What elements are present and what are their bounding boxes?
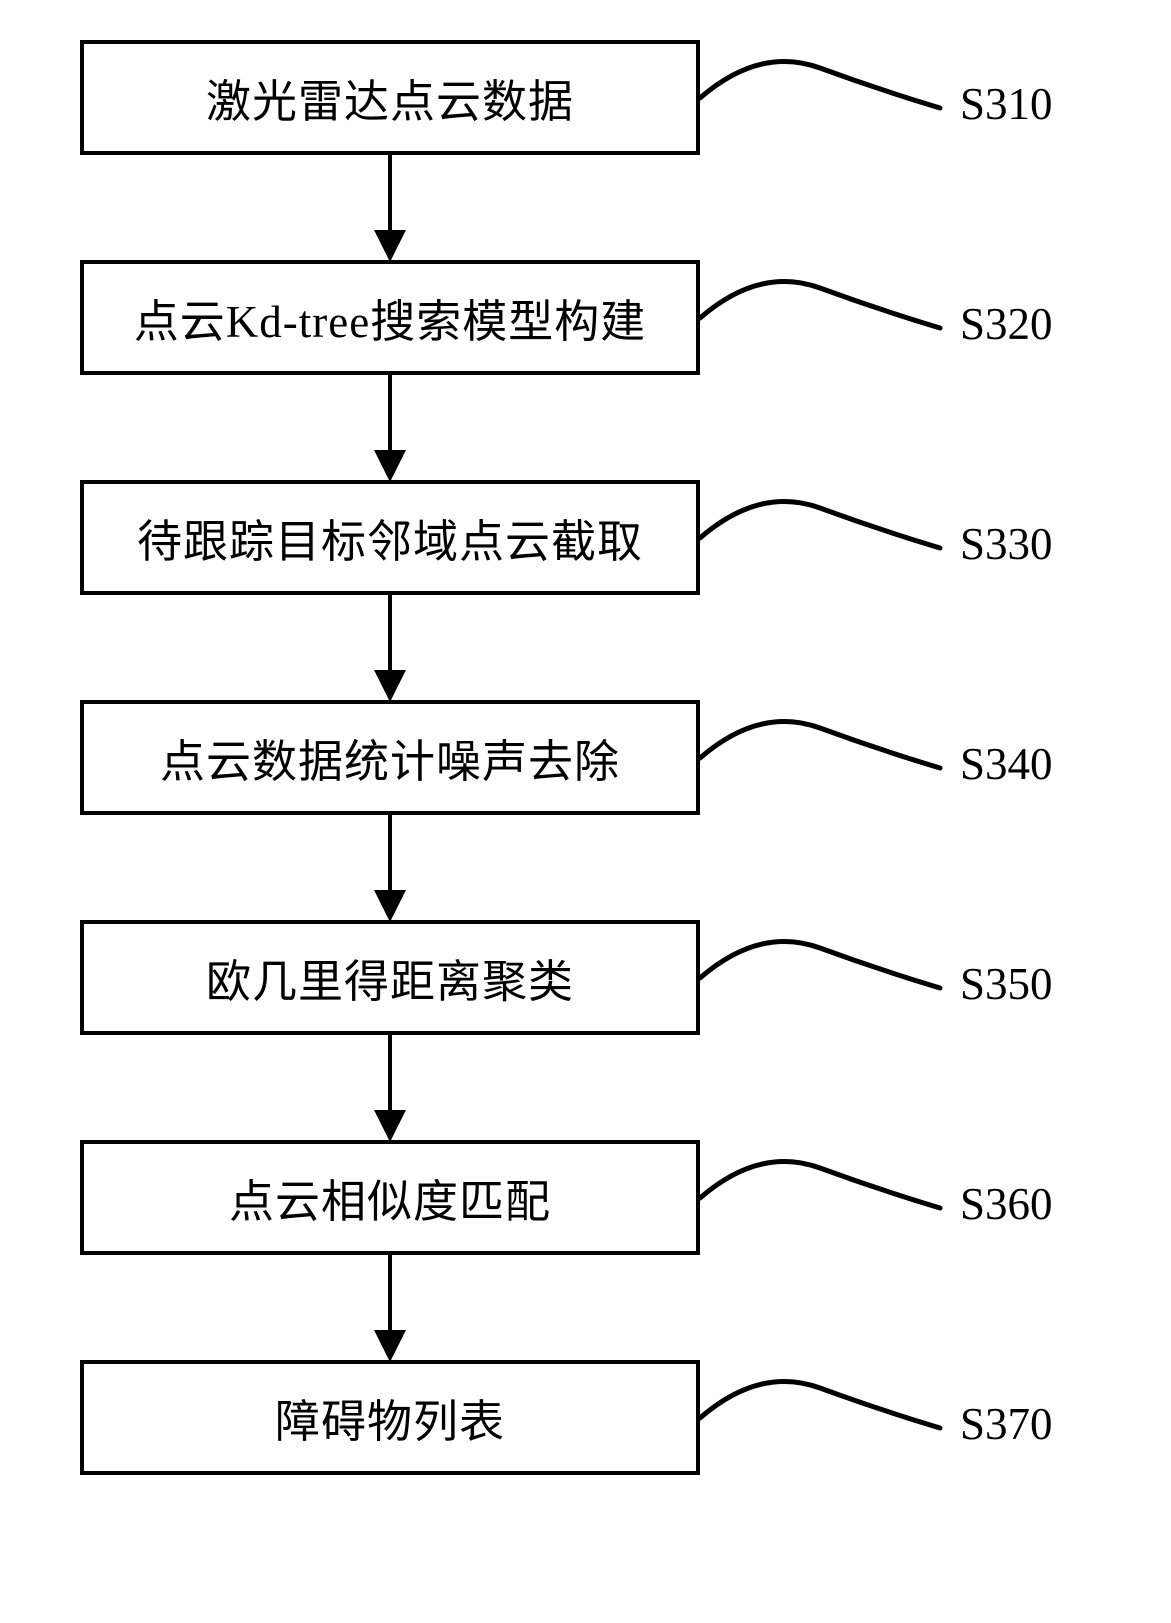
step-connector-wave [700,501,940,548]
flow-step-s330: 待跟踪目标邻域点云截取 [80,480,700,595]
flow-step-label: 点云Kd-tree搜索模型构建 [134,285,646,350]
flow-step-label: 激光雷达点云数据 [206,65,574,130]
flow-step-label: 欧几里得距离聚类 [206,945,574,1010]
step-number-s370: S370 [960,1398,1053,1450]
step-number-s360: S360 [960,1178,1053,1230]
step-number-s350: S350 [960,958,1053,1010]
flow-step-s320: 点云Kd-tree搜索模型构建 [80,260,700,375]
flow-step-label: 待跟踪目标邻域点云截取 [137,505,643,570]
step-number-s320: S320 [960,298,1053,350]
flow-step-label: 障碍物列表 [275,1385,505,1450]
flow-step-s310: 激光雷达点云数据 [80,40,700,155]
step-number-s330: S330 [960,518,1053,570]
step-connector-wave [700,61,940,108]
step-connector-wave [700,1161,940,1208]
flow-step-s350: 欧几里得距离聚类 [80,920,700,1035]
flow-step-s370: 障碍物列表 [80,1360,700,1475]
step-connector-wave [700,941,940,988]
step-connector-wave [700,721,940,768]
flow-step-label: 点云相似度匹配 [229,1165,551,1230]
step-number-s340: S340 [960,738,1053,790]
flow-step-s360: 点云相似度匹配 [80,1140,700,1255]
step-connector-wave [700,1381,940,1428]
step-number-s310: S310 [960,78,1053,130]
flow-step-s340: 点云数据统计噪声去除 [80,700,700,815]
flow-step-label: 点云数据统计噪声去除 [160,725,620,790]
step-connector-wave [700,281,940,328]
